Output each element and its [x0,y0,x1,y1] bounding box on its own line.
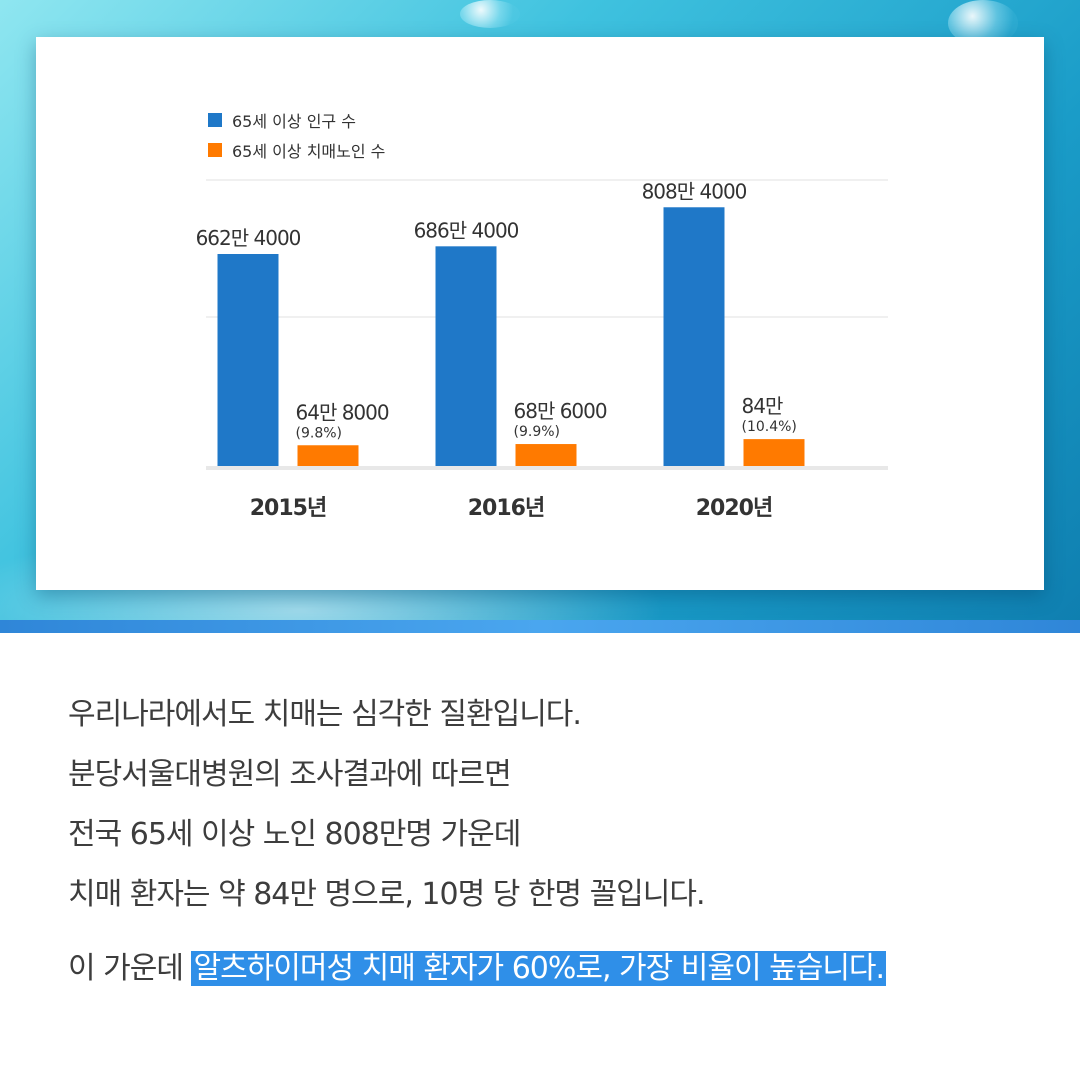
data-label-dementia-2: 84만 [742,394,783,418]
legend-label-population: 65세 이상 인구 수 [232,112,356,131]
legend-label-dementia: 65세 이상 치매노인 수 [232,142,386,161]
x-tick-label-0: 2015년 [250,496,326,521]
x-axis-baseline [206,466,888,470]
bar-dementia-0 [297,445,359,466]
data-sublabel-dementia-2: (10.4%) [742,419,797,435]
chart-legend: 65세 이상 인구 수 65세 이상 치매노인 수 [208,105,385,165]
x-tick-label-1: 2016년 [468,496,544,521]
text-line-3: 전국 65세 이상 노인 808만명 가운데 [68,817,521,852]
legend-item-population: 65세 이상 인구 수 [208,105,385,135]
body-text: 우리나라에서도 치매는 심각한 질환입니다. 분당서울대병원의 조사결과에 따르… [68,690,1058,1004]
bar-chart: 662만 4000 64만 8000(9.8%) 2015년 686만 4000 68만… [196,179,888,521]
data-label-population-2: 808만 4000 [642,179,747,203]
text-line-5: 이 가운데 알츠하이머성 치매 환자가 60%로, 가장 비율이 높습니다. [68,944,1058,1004]
text-line-2: 분당서울대병원의 조사결과에 따르면 [68,757,512,792]
data-label-population-1: 686만 4000 [414,218,519,242]
text-line-4: 치매 환자는 약 84만 명으로, 10명 당 한명 꼴입니다. [68,877,706,912]
bar-population-0 [217,254,279,466]
bar-population-1 [435,246,497,466]
x-tick-label-2: 2020년 [696,496,772,521]
data-sublabel-dementia-0: (9.8%) [296,425,343,441]
legend-swatch-dementia [208,143,222,157]
data-label-dementia-0: 64만 8000 [296,400,389,424]
legend-item-dementia: 65세 이상 치매노인 수 [208,135,385,165]
chart-card: 65세 이상 인구 수 65세 이상 치매노인 수 662만 4000 64만 8… [36,37,1044,590]
data-label-population-0: 662만 4000 [196,226,301,250]
bar-population-2 [663,207,725,466]
bar-dementia-2 [743,439,805,466]
data-sublabel-dementia-1: (9.9%) [514,424,561,440]
data-label-dementia-1: 68만 6000 [514,399,607,423]
text-line-1: 우리나라에서도 치매는 심각한 질환입니다. [68,697,582,732]
bar-dementia-1 [515,444,577,466]
legend-swatch-population [208,113,222,127]
highlighted-text: 알츠하이머성 치매 환자가 60%로, 가장 비율이 높습니다. [191,951,887,986]
text-line-5-prefix: 이 가운데 [68,951,192,986]
divider-band [0,620,1080,633]
decorative-bubble [460,0,520,28]
